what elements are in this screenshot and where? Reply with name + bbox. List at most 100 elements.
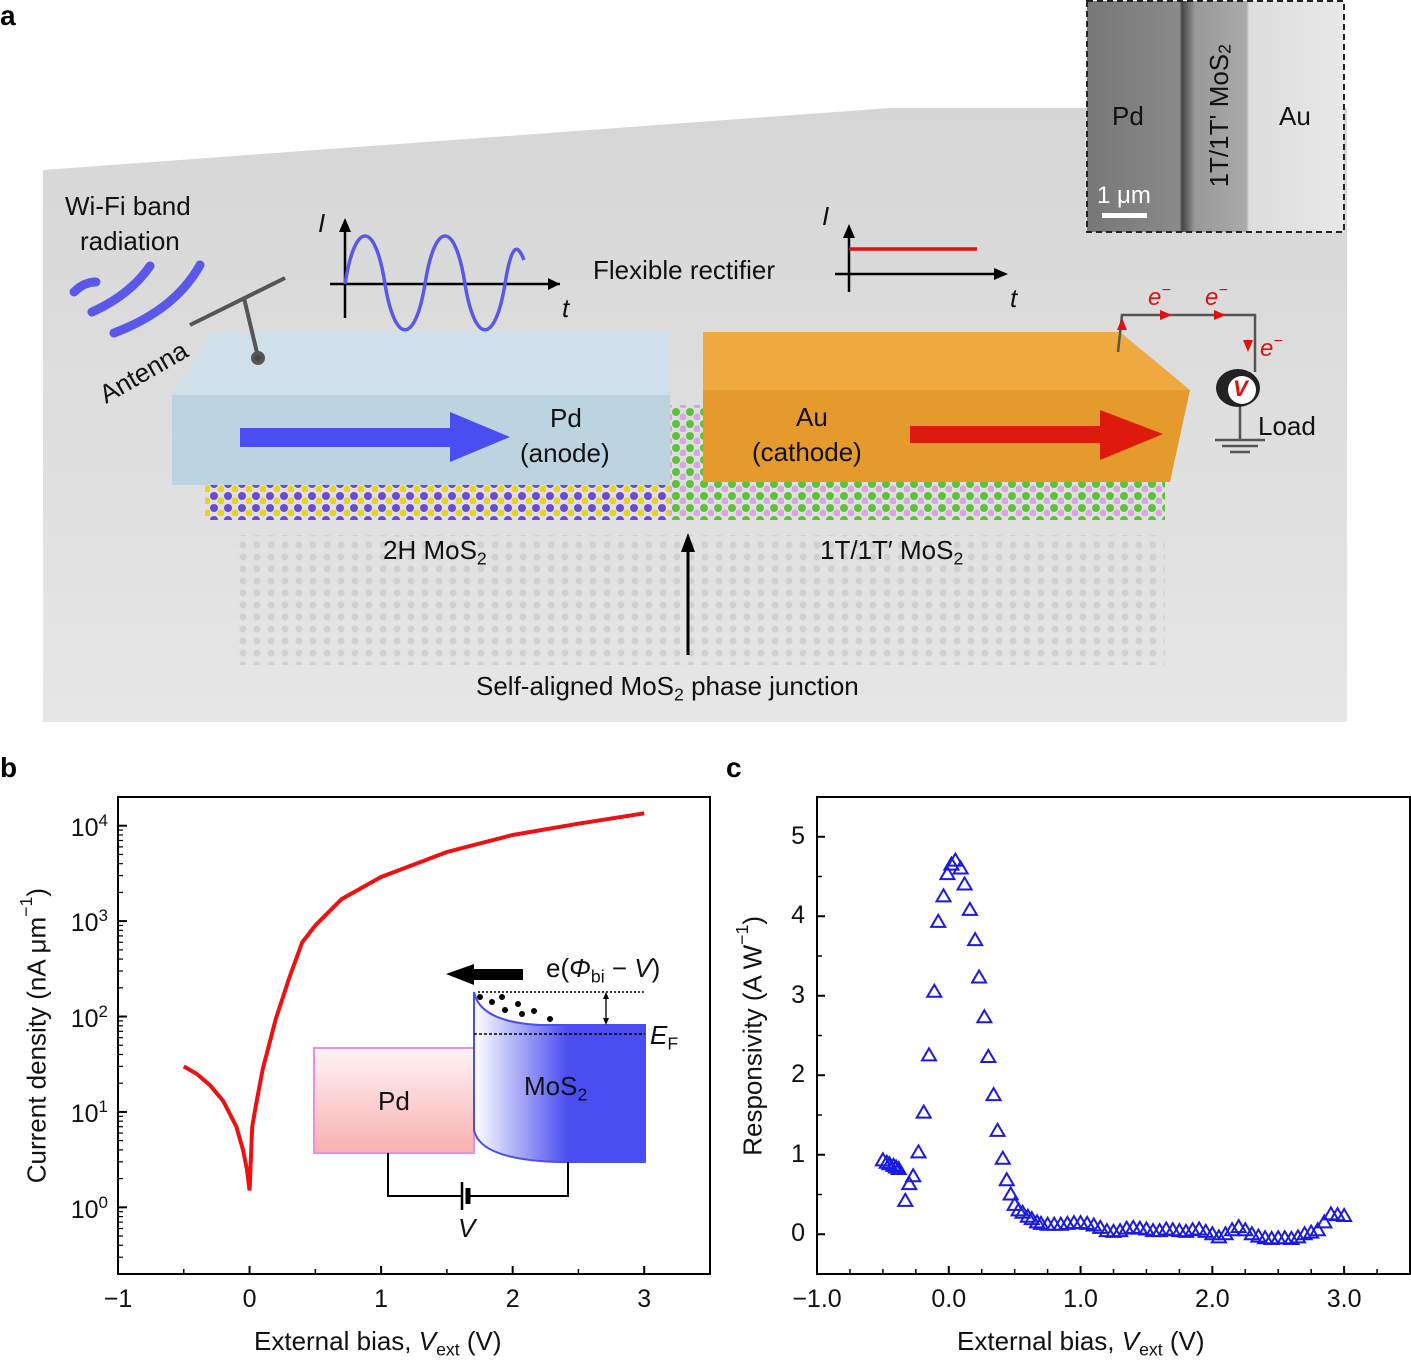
data-point — [1203, 1225, 1222, 1241]
data-point — [1335, 1206, 1353, 1222]
y-tick-label-b: 103 — [70, 906, 108, 938]
barrier-label: e(Φbi − V) — [546, 953, 661, 987]
ac-t-label: t — [562, 293, 570, 323]
electron-flow-arrow — [446, 964, 523, 985]
data-point — [904, 1167, 922, 1183]
data-point — [896, 1191, 915, 1207]
ac-signal-plot — [330, 218, 560, 332]
x-tick-label-c: 1.0 — [1063, 1285, 1098, 1313]
junction-label: Self-aligned MoS2 phase junction — [476, 671, 859, 705]
data-point — [951, 859, 970, 875]
scale-bar — [1102, 213, 1147, 218]
electron-label-2: e− — [1205, 281, 1228, 311]
data-point — [900, 1175, 918, 1191]
y-tick-label-c: 4 — [791, 901, 805, 930]
electron-flow-arrows — [1117, 310, 1253, 352]
reflection-substrate — [235, 535, 1165, 665]
x-tick-label-c: 0.0 — [931, 1285, 967, 1313]
electron-label-3: e− — [1260, 332, 1283, 362]
x-tick-label-b: −1 — [103, 1285, 133, 1313]
data-point — [979, 1047, 998, 1063]
dc-signal-plot — [835, 224, 1008, 292]
electron-label-1: e− — [1148, 281, 1171, 311]
data-point — [1111, 1222, 1129, 1238]
y-axis-label-c: Responsivity (A W−1) — [732, 915, 768, 1156]
data-point — [955, 875, 974, 891]
data-point — [1091, 1218, 1110, 1234]
data-point — [880, 1155, 899, 1171]
x-axis-label-b: External bias, Vext (V) — [254, 1326, 502, 1360]
y-tick-label-c: 5 — [791, 821, 805, 850]
panel-label-c: c — [726, 752, 742, 783]
x-tick-label-b: 1 — [374, 1285, 389, 1313]
data-point — [998, 1171, 1016, 1187]
data-point — [988, 1121, 1007, 1137]
data-point — [874, 1151, 892, 1167]
data-point — [1019, 1207, 1037, 1223]
dc-i-label: I — [822, 201, 830, 231]
bias-circuit — [387, 1153, 461, 1197]
ac-i-label: I — [318, 208, 326, 238]
data-point — [966, 931, 984, 947]
data-point — [1315, 1213, 1334, 1229]
bias-label: V — [458, 1213, 476, 1243]
data-point — [914, 1103, 933, 1119]
y-tick-label-b: 104 — [70, 810, 108, 842]
wifi-label-2: radiation — [80, 226, 180, 256]
data-point — [1309, 1221, 1327, 1237]
data-point — [1229, 1218, 1248, 1234]
y-tick-label-c: 2 — [791, 1060, 805, 1089]
data-point — [961, 900, 979, 916]
inset-mos2-label: MoS2 — [524, 1071, 588, 1105]
pd-box-top — [172, 332, 670, 395]
au-label: Au — [796, 402, 828, 432]
reverse-current-arrow — [910, 410, 1163, 460]
pd-role-label: (anode) — [520, 438, 610, 468]
au-role-label: (cathode) — [752, 437, 862, 467]
voltmeter-icon — [1216, 369, 1260, 407]
y-tick-label-c: 0 — [791, 1219, 805, 1248]
data-point — [994, 1149, 1012, 1165]
data-point — [1282, 1230, 1301, 1246]
sem-pd-label: Pd — [1112, 101, 1144, 131]
current-density-curve — [182, 811, 645, 1191]
data-point — [925, 982, 944, 998]
voltmeter-label: V — [1233, 376, 1248, 401]
load-circuit — [1116, 313, 1265, 454]
data-point — [929, 912, 947, 928]
x-tick-label-b: 2 — [505, 1285, 520, 1313]
y-axis-label-c-wrap: Responsivity (A W−1) — [732, 797, 768, 1274]
forward-current-arrow — [240, 412, 510, 462]
x-tick-label-c: −1.0 — [792, 1285, 842, 1313]
antenna-icon — [189, 276, 286, 365]
data-point — [1236, 1221, 1255, 1237]
fermi-label: EF — [650, 1020, 679, 1054]
y-tick-label-c: 3 — [791, 980, 805, 1009]
sem-au-label: Au — [1279, 101, 1311, 131]
data-point — [1009, 1201, 1028, 1217]
x-tick-label-b: 0 — [242, 1285, 257, 1313]
schematic-diagram — [43, 0, 1347, 722]
data-point — [887, 1158, 905, 1174]
data-point — [1001, 1185, 1020, 1201]
inset-pd-block — [313, 1047, 475, 1154]
x-tick-label-c: 3.0 — [1326, 1285, 1362, 1313]
data-point — [920, 1046, 938, 1062]
data-point — [878, 1153, 896, 1169]
data-point — [1150, 1222, 1169, 1238]
ac-sine-wave — [343, 234, 526, 332]
sem-image-inset — [1086, 0, 1345, 233]
layer-2h-mos2 — [205, 480, 675, 520]
wifi-label: Wi-Fi band — [65, 191, 191, 221]
y-tick-label-c: 1 — [791, 1139, 805, 1168]
y-tick-label-b: 101 — [70, 1096, 108, 1129]
inset-pd-label: Pd — [378, 1086, 410, 1116]
scale-bar-label: 1 μm — [1097, 182, 1151, 209]
x-axis-label-c: External bias, Vext (V) — [957, 1326, 1205, 1360]
wifi-waves-icon — [69, 260, 205, 338]
electron-dots — [477, 994, 553, 1022]
left-phase-label: 2H MoS2 — [383, 535, 487, 569]
